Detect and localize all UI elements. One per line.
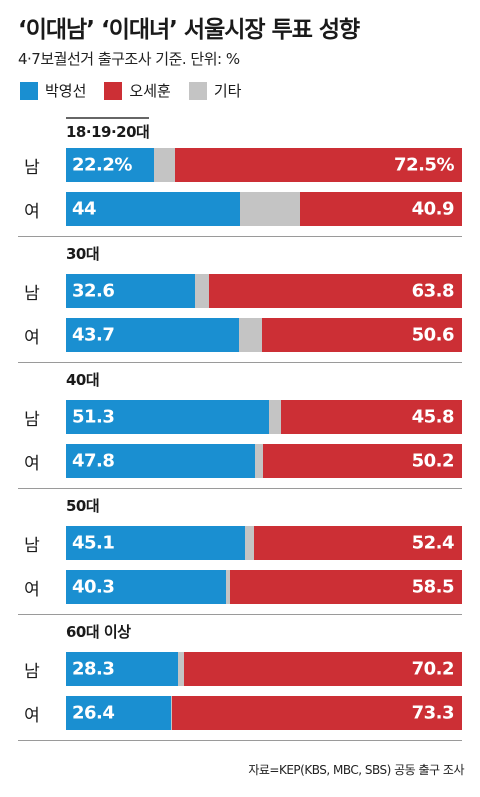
bar-segment-oh: 63.8 [209, 274, 462, 308]
bar-segment-other [171, 696, 172, 730]
bar-segment-park: 22.2% [66, 148, 154, 182]
bar-segment-oh: 72.5% [175, 148, 462, 182]
bar-segment-oh: 45.8 [281, 400, 462, 434]
legend-label-oh: 오세훈 [129, 82, 171, 100]
data-label-park: 44 [72, 198, 97, 220]
bar-segment-park: 32.6 [66, 274, 195, 308]
legend-swatch-park [20, 81, 38, 100]
stacked-bar: 28.3 70.2 [66, 652, 462, 686]
group-divider [18, 614, 462, 615]
row-label: 남 [24, 536, 40, 556]
group-label: 30대 [66, 245, 100, 263]
row-label: 여 [24, 580, 40, 600]
bar-segment-other [178, 652, 184, 686]
legend: 박영선 오세훈 기타 [20, 80, 259, 101]
bar-segment-oh: 40.9 [300, 192, 462, 226]
group-divider [18, 362, 462, 363]
data-label-oh: 72.5% [394, 154, 454, 176]
bar-segment-park: 47.8 [66, 444, 255, 478]
row-label: 남 [24, 284, 40, 304]
data-label-oh: 52.4 [411, 532, 455, 554]
stacked-bar: 51.3 45.8 [66, 400, 462, 434]
bar-segment-park: 44 [66, 192, 240, 226]
legend-item-other: 기타 [188, 80, 242, 101]
row-label: 여 [24, 202, 40, 222]
chart-subtitle: 4·7보궐선거 출구조사 기준. 단위: % [18, 50, 240, 68]
group-divider [18, 488, 462, 489]
bar-segment-other [245, 526, 254, 560]
legend-swatch-oh [104, 81, 123, 100]
bar-segment-oh: 73.3 [172, 696, 462, 730]
bar-segment-other [154, 148, 175, 182]
bar-segment-other [269, 400, 281, 434]
legend-label-other: 기타 [213, 82, 242, 100]
data-label-park: 47.8 [72, 450, 115, 472]
legend-label-park: 박영선 [45, 82, 87, 100]
data-label-park: 45.1 [72, 532, 115, 554]
bar-segment-park: 45.1 [66, 526, 245, 560]
chart-title: ‘이대남’ ‘이대녀’ 서울시장 투표 성향 [18, 17, 360, 43]
data-label-park: 51.3 [72, 406, 115, 428]
data-label-park: 22.2% [72, 154, 132, 176]
legend-item-park: 박영선 [20, 80, 86, 101]
bar-segment-other [239, 318, 262, 352]
data-label-oh: 45.8 [411, 406, 455, 428]
data-label-oh: 40.9 [411, 198, 455, 220]
bar-segment-park: 40.3 [66, 570, 226, 604]
row-label: 여 [24, 454, 40, 474]
group-divider [18, 740, 462, 741]
data-label-park: 28.3 [72, 658, 115, 680]
bar-segment-park: 26.4 [66, 696, 171, 730]
data-label-oh: 63.8 [411, 280, 455, 302]
stacked-bar: 40.3 58.5 [66, 570, 462, 604]
bar-segment-oh: 58.5 [230, 570, 462, 604]
row-label: 남 [24, 662, 40, 682]
data-label-oh: 50.6 [411, 324, 455, 346]
bar-segment-park: 51.3 [66, 400, 269, 434]
bar-segment-other [240, 192, 300, 226]
bar-segment-other [195, 274, 209, 308]
data-label-oh: 70.2 [411, 658, 455, 680]
stacked-bar: 22.2% 72.5% [66, 148, 462, 182]
stacked-bar: 45.1 52.4 [66, 526, 462, 560]
bar-segment-oh: 52.4 [254, 526, 462, 560]
stacked-bar: 47.8 50.2 [66, 444, 462, 478]
source-note: 자료=KEP(KBS, MBC, SBS) 공동 출구 조사 [248, 763, 464, 777]
data-label-oh: 58.5 [411, 576, 455, 598]
data-label-oh: 73.3 [411, 702, 455, 724]
legend-item-oh: 오세훈 [104, 80, 171, 101]
bar-segment-oh: 50.2 [263, 444, 462, 478]
group-divider [18, 236, 462, 237]
bar-segment-other [226, 570, 230, 604]
row-label: 남 [24, 158, 40, 178]
row-label: 여 [24, 706, 40, 726]
bar-segment-park: 43.7 [66, 318, 239, 352]
row-label: 여 [24, 328, 40, 348]
row-label: 남 [24, 410, 40, 430]
bar-segment-oh: 50.6 [262, 318, 462, 352]
bar-segment-park: 28.3 [66, 652, 178, 686]
bar-segment-oh: 70.2 [184, 652, 462, 686]
stacked-bar: 43.7 50.6 [66, 318, 462, 352]
bar-segment-other [255, 444, 263, 478]
group-label: 60대 이상 [66, 623, 131, 641]
data-label-park: 26.4 [72, 702, 115, 724]
stacked-bar: 26.4 73.3 [66, 696, 462, 730]
stacked-bar: 32.6 63.8 [66, 274, 462, 308]
legend-swatch-other [188, 81, 207, 100]
data-label-park: 40.3 [72, 576, 115, 598]
stacked-bar: 44 40.9 [66, 192, 462, 226]
data-label-park: 43.7 [72, 324, 115, 346]
data-label-park: 32.6 [72, 280, 115, 302]
group-label: 18·19·20대 [66, 117, 150, 142]
group-label: 50대 [66, 497, 100, 515]
data-label-oh: 50.2 [411, 450, 455, 472]
group-label: 40대 [66, 371, 100, 389]
